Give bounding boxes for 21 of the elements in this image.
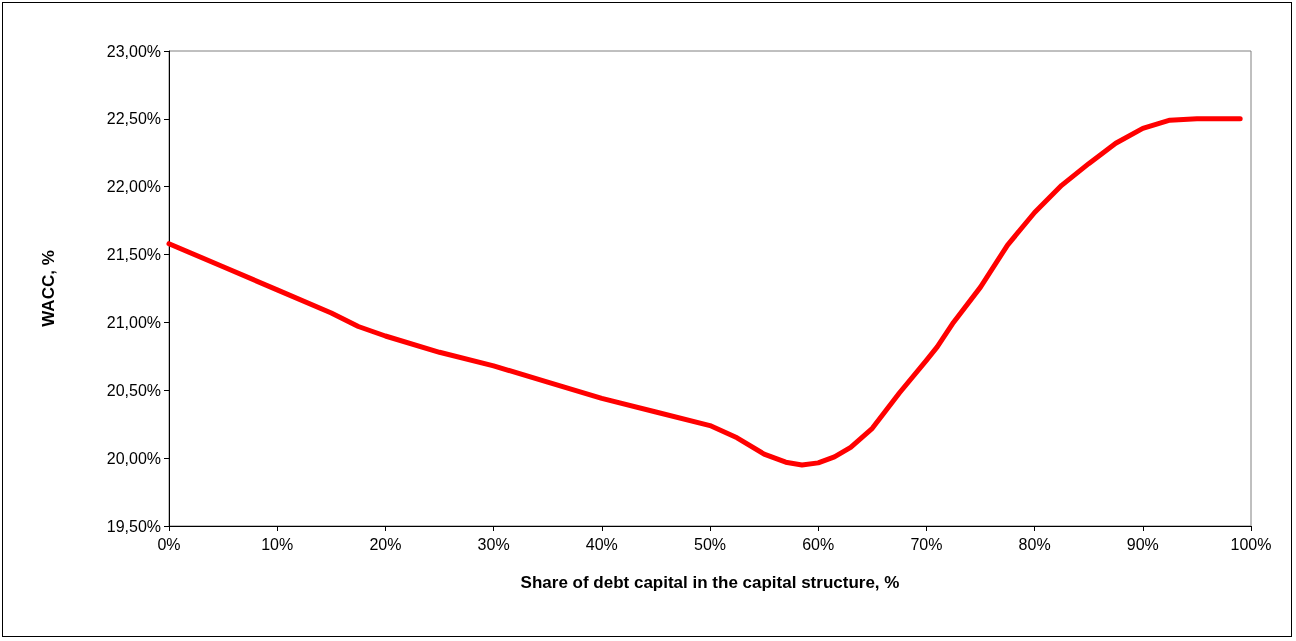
y-tick-label: 21,50%	[106, 246, 161, 264]
y-tick-label: 22,50%	[106, 110, 161, 128]
x-axis-title: Share of debt capital in the capital structure, %	[520, 573, 900, 592]
y-tick-label: 23,00%	[106, 42, 161, 60]
x-tick-label: 30%	[477, 535, 510, 553]
x-tick-label: 0%	[157, 535, 181, 553]
x-tick-label: 20%	[369, 535, 402, 553]
x-tick-label: 50%	[693, 535, 727, 553]
y-tick-label: 19,50%	[106, 517, 161, 535]
x-tick-label: 10%	[261, 535, 294, 553]
x-tick-label: 70%	[910, 535, 943, 553]
x-tick-label: 40%	[585, 535, 618, 553]
y-axis-title: WACC, %	[39, 250, 58, 327]
x-tick-label: 90%	[1126, 535, 1159, 553]
y-tick-label: 20,50%	[106, 381, 161, 399]
x-tick-label: 80%	[1018, 535, 1051, 553]
x-tick-label: 60%	[802, 535, 835, 553]
y-tick-label: 21,00%	[106, 313, 161, 331]
y-tick-label: 20,00%	[106, 449, 161, 467]
y-tick-label: 22,00%	[106, 178, 161, 196]
x-tick-label: 100%	[1230, 535, 1272, 553]
